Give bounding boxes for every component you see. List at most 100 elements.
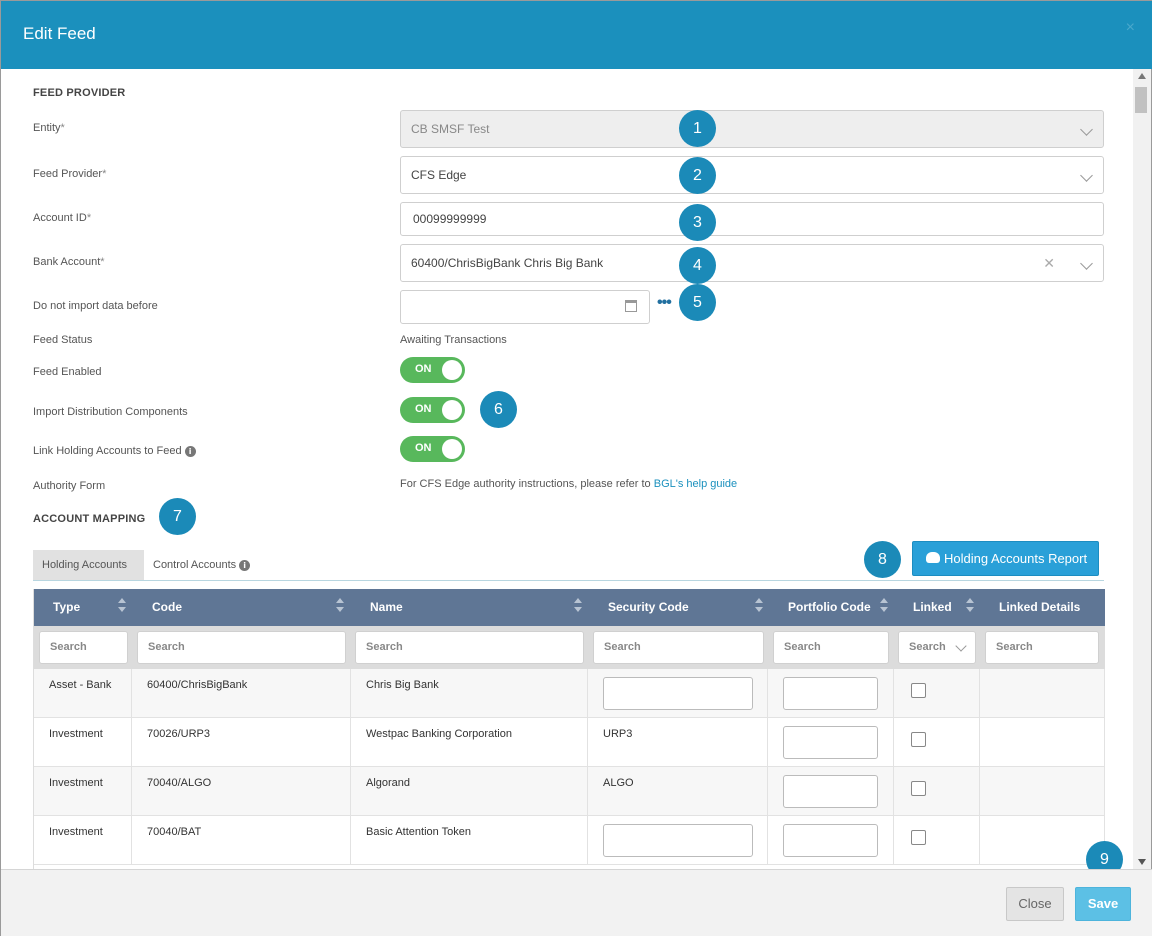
info-icon[interactable]: i xyxy=(184,446,196,457)
authority-form-label: Authority Form xyxy=(33,480,106,492)
import-before-date-input[interactable] xyxy=(400,290,650,324)
code-value: 70040/ALGO xyxy=(147,777,212,789)
feed-provider-select[interactable]: CFS Edge xyxy=(400,156,1104,194)
linked-filter-select[interactable]: Search xyxy=(898,631,976,664)
linked-checkbox[interactable] xyxy=(911,781,926,796)
type-value: Investment xyxy=(49,826,103,838)
linked-cell xyxy=(894,767,980,816)
calendar-icon[interactable] xyxy=(625,300,637,312)
column-header-name[interactable]: Name xyxy=(370,600,403,614)
column-header-code[interactable]: Code xyxy=(152,600,182,614)
holding-accounts-report-button[interactable]: Holding Accounts Report xyxy=(912,541,1099,576)
type-value: Investment xyxy=(49,777,103,789)
linked-checkbox[interactable] xyxy=(911,830,926,845)
vertical-scrollbar[interactable] xyxy=(1133,69,1151,869)
entity-select[interactable]: CB SMSF Test xyxy=(400,110,1104,148)
column-header-security-code[interactable]: Security Code xyxy=(608,600,689,614)
portfolio-code-cell xyxy=(768,816,894,865)
code-cell: 60400/ChrisBigBank xyxy=(132,669,351,718)
close-icon[interactable]: × xyxy=(1125,19,1135,36)
feed-provider-value: CFS Edge xyxy=(411,168,467,182)
code-cell: 70040/BAT xyxy=(132,816,351,865)
linked-details-cell xyxy=(980,767,1105,816)
code-value: 60400/ChrisBigBank xyxy=(147,679,248,691)
security-code-input[interactable] xyxy=(603,677,753,710)
link-holding-toggle[interactable]: ON xyxy=(400,436,465,462)
type-cell: Investment xyxy=(34,816,132,865)
type-cell: Asset - Bank xyxy=(34,669,132,718)
sort-icon[interactable] xyxy=(880,598,888,616)
sort-icon[interactable] xyxy=(966,598,974,616)
security-code-filter-input[interactable]: Search xyxy=(593,631,764,664)
entity-label: Entity* xyxy=(33,122,65,134)
table-row[interactable]: Investment 70026/URP3 Westpac Banking Corp… xyxy=(34,718,1105,767)
more-icon[interactable]: ••• xyxy=(657,294,672,311)
security-code-cell xyxy=(588,816,768,865)
authority-form-text: For CFS Edge authority instructions, ple… xyxy=(400,478,738,490)
table-row[interactable]: Investment 70040/ALGO Algorand ALGO xyxy=(34,767,1105,816)
scroll-up-icon[interactable] xyxy=(1138,73,1146,79)
code-cell: 70026/URP3 xyxy=(132,718,351,767)
type-filter-input[interactable]: Search xyxy=(39,631,128,664)
column-header-portfolio-code[interactable]: Portfolio Code xyxy=(788,600,871,614)
linked-cell xyxy=(894,669,980,718)
security-code-value: URP3 xyxy=(603,728,633,740)
name-cell: Basic Attention Token xyxy=(351,816,588,865)
linked-checkbox[interactable] xyxy=(911,683,926,698)
feed-provider-section-title: FEED PROVIDER xyxy=(33,87,126,99)
security-code-input[interactable] xyxy=(603,824,753,857)
column-header-type[interactable]: Type xyxy=(53,600,81,614)
tab-holding-accounts[interactable]: Holding Accounts xyxy=(33,550,144,581)
tab-control-accounts[interactable]: Control Accounts i xyxy=(144,550,268,581)
column-header-linked[interactable]: Linked xyxy=(913,600,952,614)
sort-icon[interactable] xyxy=(755,598,763,616)
bank-account-select[interactable]: 60400/ChrisBigBank Chris Big Bank ✕ xyxy=(400,244,1104,282)
linked-details-filter-input[interactable]: Search xyxy=(985,631,1099,664)
portfolio-code-cell xyxy=(768,767,894,816)
sort-icon[interactable] xyxy=(118,598,126,616)
holding-accounts-grid: Type Code Name Security Code Portfolio C… xyxy=(33,589,1105,869)
link-holding-label: Link Holding Accounts to Feed i xyxy=(33,445,196,457)
chevron-down-icon xyxy=(1080,169,1093,182)
portfolio-code-input[interactable] xyxy=(783,726,878,759)
portfolio-code-input[interactable] xyxy=(783,775,878,808)
save-button[interactable]: Save xyxy=(1075,887,1131,921)
code-cell: 70040/ALGO xyxy=(132,767,351,816)
clear-icon[interactable]: ✕ xyxy=(1043,255,1055,271)
portfolio-code-input[interactable] xyxy=(783,677,878,710)
chevron-down-icon xyxy=(1080,123,1093,136)
account-id-input[interactable]: 00099999999 xyxy=(400,202,1104,236)
callout-badge-2: 2 xyxy=(679,157,716,194)
security-code-cell: URP3 xyxy=(588,718,768,767)
code-value: 70026/URP3 xyxy=(147,728,210,740)
linked-details-cell xyxy=(980,718,1105,767)
dialog-body: FEED PROVIDER Entity* CB SMSF Test Feed … xyxy=(1,69,1135,869)
portfolio-code-input[interactable] xyxy=(783,824,878,857)
import-distribution-toggle[interactable]: ON xyxy=(400,397,465,423)
table-row[interactable]: Investment 70040/BAT Basic Attention Token xyxy=(34,816,1105,865)
security-code-cell: ALGO xyxy=(588,767,768,816)
feed-enabled-label: Feed Enabled xyxy=(33,366,102,378)
portfolio-code-filter-input[interactable]: Search xyxy=(773,631,889,664)
code-filter-input[interactable]: Search xyxy=(137,631,346,664)
feed-enabled-toggle[interactable]: ON xyxy=(400,357,465,383)
sort-icon[interactable] xyxy=(336,598,344,616)
close-button[interactable]: Close xyxy=(1006,887,1064,921)
dialog-header: Edit Feed × xyxy=(1,1,1152,69)
scrollbar-thumb[interactable] xyxy=(1135,87,1147,113)
callout-badge-5: 5 xyxy=(679,284,716,321)
sort-icon[interactable] xyxy=(574,598,582,616)
help-guide-link[interactable]: BGL's help guide xyxy=(653,478,738,490)
table-row[interactable]: Asset - Bank 60400/ChrisBigBank Chris Big … xyxy=(34,669,1105,718)
type-value: Asset - Bank xyxy=(49,679,112,691)
name-filter-input[interactable]: Search xyxy=(355,631,584,664)
chevron-down-icon xyxy=(1080,257,1093,270)
linked-checkbox[interactable] xyxy=(911,732,926,747)
portfolio-code-cell xyxy=(768,718,894,767)
callout-badge-8: 8 xyxy=(864,541,901,578)
grid-header: Type Code Name Security Code Portfolio C… xyxy=(34,589,1105,626)
name-cell: Algorand xyxy=(351,767,588,816)
scroll-down-icon[interactable] xyxy=(1138,859,1146,865)
info-icon: i xyxy=(239,560,251,571)
